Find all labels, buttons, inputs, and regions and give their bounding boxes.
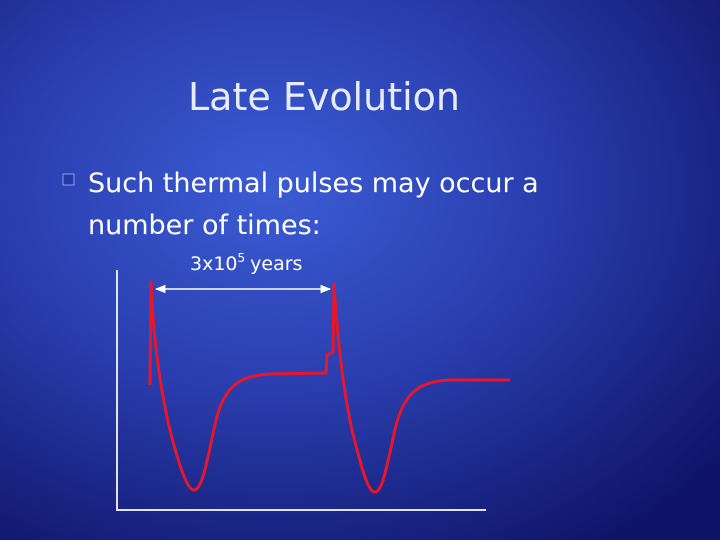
pulse-curve [148,280,510,494]
bullet-text: Such thermal pulses may occur a [88,168,539,199]
annotation-base: 3x10 [190,253,238,275]
slide-title: Late Evolution [188,75,460,119]
annotation-exponent: 5 [238,251,246,265]
annotation-unit: years [250,253,302,275]
annotation: 3x105 years [190,251,302,275]
bullet-text: number of times: [88,210,321,241]
bullet-marker [62,173,75,186]
